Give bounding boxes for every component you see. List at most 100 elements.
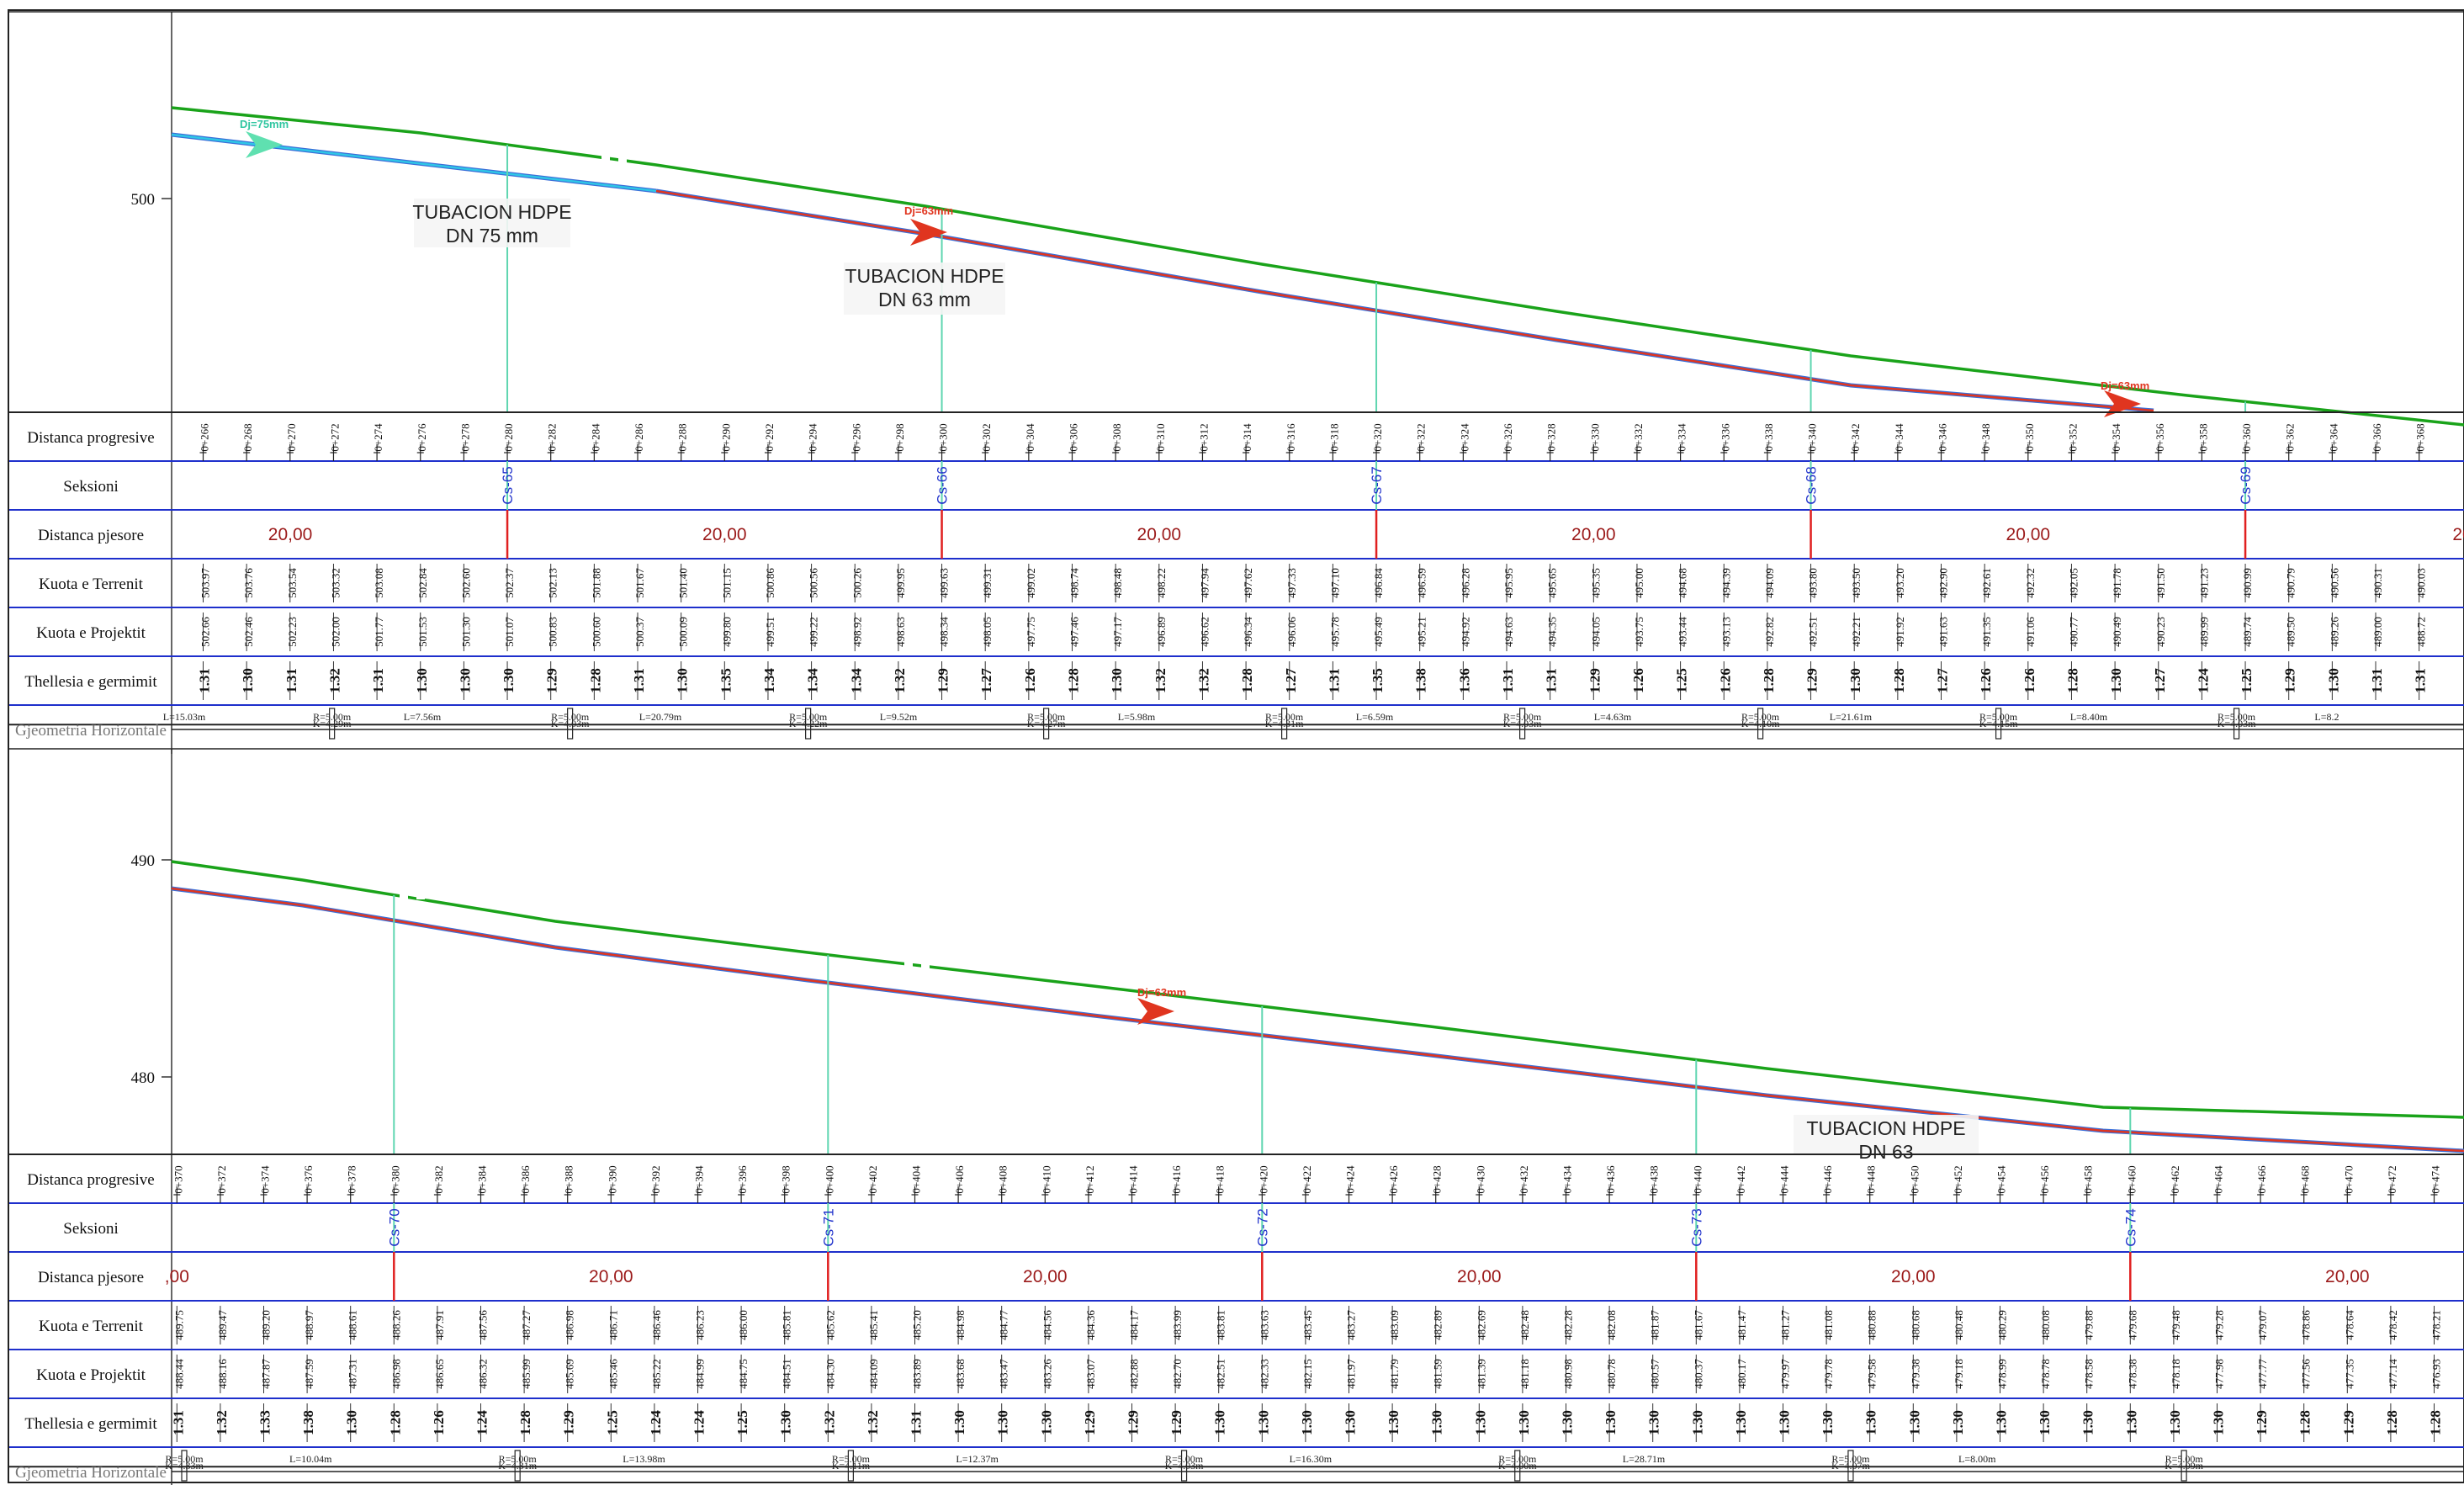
excavation-depth: 1.25 <box>604 1410 620 1435</box>
elevation-tick-label: 490 <box>131 852 156 870</box>
project-elevation: 484.51 <box>781 1359 793 1389</box>
chainage-label: 0+372 <box>215 1165 228 1193</box>
horizontal-geometry-label: R=5.00m <box>313 711 352 723</box>
excavation-depth: 1.36 <box>1456 668 1472 693</box>
project-elevation: 483.07 <box>1084 1359 1097 1389</box>
excavation-depth: 1.30 <box>1847 668 1863 693</box>
excavation-depth: 1.26 <box>1022 668 1038 693</box>
chainage-label: 0+270 <box>285 423 298 451</box>
terrain-elevation: 489.75 <box>172 1310 185 1340</box>
terrain-line-break <box>1647 304 1656 314</box>
project-elevation: 500.09 <box>677 617 690 647</box>
horizontal-geometry-label: L=8.00m <box>1958 1453 1996 1465</box>
project-elevation: 499.22 <box>808 617 820 647</box>
terrain-line-break <box>1476 1013 1485 1023</box>
terrain-line-break <box>2120 1079 2128 1089</box>
project-elevation: 477.56 <box>2300 1359 2313 1389</box>
horizontal-geometry-label: K=4.22m <box>789 718 828 729</box>
excavation-depth: 1.31 <box>2413 668 2429 693</box>
terrain-line-break <box>601 153 610 163</box>
terrain-elevation: 483.09 <box>1388 1310 1401 1340</box>
chainage-label: 0+370 <box>172 1165 184 1193</box>
project-elevation: 489.26 <box>2328 617 2340 647</box>
partial-distance-label: 20,00 <box>2006 525 2051 544</box>
excavation-depth: 1.30 <box>778 1410 794 1435</box>
excavation-depth: 1.24 <box>2195 668 2211 693</box>
project-elevation: 487.87 <box>260 1359 273 1389</box>
chainage-label: 0+322 <box>1415 423 1428 451</box>
chainage-label: 0+392 <box>649 1165 662 1193</box>
row-label-partial: Distanca pjesore <box>38 1269 144 1286</box>
terrain-line-break <box>2137 1079 2145 1089</box>
project-elevation: 478.58 <box>2083 1359 2096 1389</box>
terrain-elevation: 495.00 <box>1633 568 1645 598</box>
chainage-label: 0+304 <box>1024 423 1036 452</box>
chainage-label: 0+306 <box>1068 423 1080 452</box>
partial-distance-label: 20 <box>2452 525 2464 544</box>
chainage-label: 0+296 <box>850 423 862 452</box>
terrain-elevation: 495.65 <box>1546 568 1559 598</box>
horizontal-geometry-label: R=5.00m <box>2218 711 2256 723</box>
excavation-depth: 1.30 <box>1646 1410 1662 1435</box>
chainage-label: 0+316 <box>1285 423 1297 452</box>
horizontal-geometry-label: K=4.31m <box>1265 718 1304 729</box>
partial-distance-label: 20,00 <box>1891 1267 1936 1286</box>
terrain-elevation: 481.27 <box>1779 1310 1792 1340</box>
project-elevation: 502.66 <box>199 617 212 647</box>
terrain-elevation: 502.37 <box>503 568 516 598</box>
terrain-elevation: 486.71 <box>607 1310 619 1340</box>
terrain-line <box>171 106 2464 427</box>
excavation-depth: 1.31 <box>170 1410 186 1435</box>
project-elevation: 483.68 <box>954 1359 967 1389</box>
terrain-elevation: 491.23 <box>2197 568 2210 598</box>
terrain-elevation: 490.79 <box>2285 568 2297 598</box>
project-elevation: 480.78 <box>1605 1359 1618 1389</box>
project-elevation: 484.75 <box>737 1359 750 1389</box>
excavation-depth: 1.29 <box>1168 1410 1184 1435</box>
horizontal-geometry-label: L=7.56m <box>404 711 442 723</box>
excavation-depth: 1.30 <box>1603 1410 1619 1435</box>
terrain-elevation: 492.05 <box>2067 568 2080 598</box>
chainage-label: 0+366 <box>2371 423 2383 452</box>
chainage-label: 0+472 <box>2386 1165 2398 1193</box>
terrain-elevation: 479.07 <box>2256 1310 2269 1340</box>
chainage-label: 0+396 <box>736 1165 749 1194</box>
horizontal-geometry-label: R=5.00m <box>2165 1453 2204 1465</box>
row-label-horizontal: Gjeometria Horizontale <box>15 1464 167 1482</box>
excavation-depth: 1.30 <box>344 1410 360 1435</box>
project-elevation: 494.05 <box>1589 617 1602 647</box>
terrain-elevation: 480.08 <box>2039 1310 2052 1340</box>
terrain-elevation: 494.68 <box>1677 568 1689 598</box>
terrain-elevation: 493.80 <box>1807 568 1820 598</box>
terrain-line-break <box>1460 1013 1468 1023</box>
terrain-elevation: 499.31 <box>981 568 994 598</box>
chainage-label: 0+430 <box>1474 1165 1486 1193</box>
terrain-elevation: 483.81 <box>1215 1310 1227 1340</box>
curve-marker <box>2233 708 2240 740</box>
curve-marker <box>1043 708 1050 740</box>
project-elevation: 477.35 <box>2343 1359 2355 1389</box>
excavation-depth: 1.30 <box>2325 668 2341 693</box>
terrain-elevation: 484.98 <box>954 1310 967 1340</box>
terrain-elevation: 482.89 <box>1432 1310 1444 1340</box>
chainage-label: 0+454 <box>1995 1165 2008 1194</box>
curve-marker <box>1180 1450 1188 1482</box>
project-elevation: 491.63 <box>1937 617 1950 647</box>
excavation-depth: 1.30 <box>2167 1410 2183 1435</box>
chainage-label: 0+272 <box>328 423 341 451</box>
chainage-label: 0+358 <box>2196 423 2209 451</box>
horizontal-geometry-label: L=20.79m <box>639 711 682 723</box>
chainage-label: 0+440 <box>1691 1165 1704 1193</box>
project-elevation: 493.75 <box>1633 617 1645 647</box>
excavation-depth: 1.26 <box>1717 668 1733 693</box>
pipe-label-box <box>844 263 1005 315</box>
terrain-elevation: 494.09 <box>1763 568 1776 598</box>
chainage-label: 0+302 <box>980 423 993 451</box>
project-elevation: 502.46 <box>242 617 255 647</box>
horizontal-geometry-label: R=5.00m <box>1027 711 1066 723</box>
excavation-depth: 1.29 <box>2282 668 2298 693</box>
terrain-elevation: 492.32 <box>2024 568 2037 598</box>
excavation-depth: 1.30 <box>2080 1410 2096 1435</box>
project-elevation: 481.18 <box>1518 1359 1531 1389</box>
excavation-depth: 1.32 <box>1153 668 1168 693</box>
